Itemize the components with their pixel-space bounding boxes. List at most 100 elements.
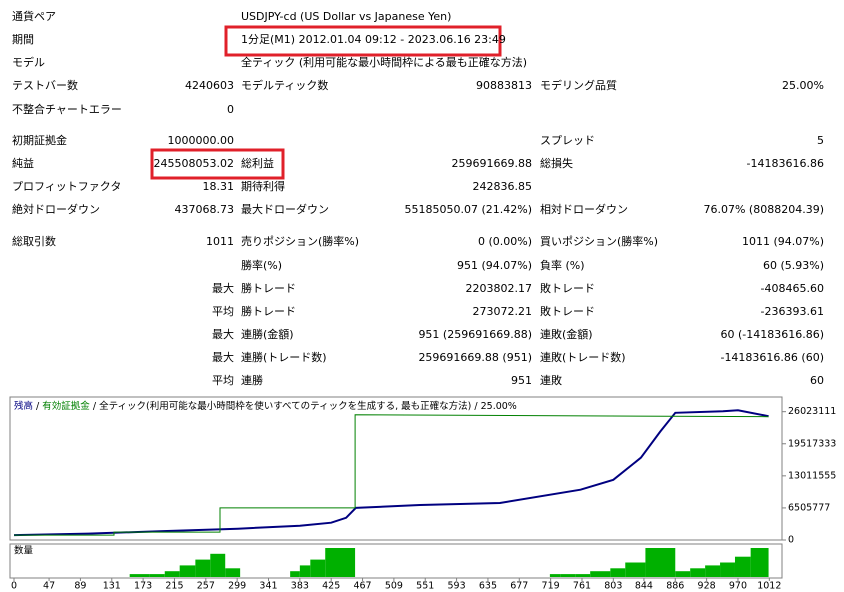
prefix: 平均 (212, 374, 234, 387)
legend-item: 残高 (14, 400, 33, 412)
x-tick-label: 509 (385, 581, 403, 592)
highlight-box (150, 148, 285, 180)
label: スプレッド (540, 134, 595, 147)
label: モデルティック数 (241, 79, 329, 92)
volume-bar (225, 568, 241, 577)
label: 連敗(金額) (540, 328, 593, 341)
value: 5 (817, 134, 824, 147)
value: 18.31 (202, 180, 235, 193)
volume-bar (720, 562, 735, 577)
value: 273072.21 (472, 305, 533, 318)
y-tick-label: 13011555 (788, 470, 836, 481)
label: 総損失 (540, 157, 573, 170)
volume-bar (310, 559, 326, 577)
volume-bar (690, 568, 706, 577)
x-tick-label: 47 (43, 581, 55, 592)
highlight-box (224, 25, 502, 57)
value: 0 (227, 103, 234, 116)
value: 60 (5.93%) (762, 259, 824, 272)
x-tick-label: 635 (479, 581, 497, 592)
value: 90883813 (476, 79, 532, 92)
x-tick-label: 1012 (757, 581, 781, 592)
value: -14183616.86 (746, 157, 824, 170)
x-tick-label: 257 (197, 581, 215, 592)
volume-bar (705, 565, 721, 577)
x-tick-label: 341 (259, 581, 277, 592)
x-tick-label: 803 (604, 581, 622, 592)
x-tick-label: 89 (74, 581, 86, 592)
value: 245508053.02 (153, 157, 234, 170)
value: 76.07% (8088204.39) (703, 203, 824, 216)
volume-bar (325, 548, 356, 577)
volume-bar (210, 553, 226, 577)
value: 951 (259691669.88) (418, 328, 532, 341)
value: 951 (511, 374, 532, 387)
value: 全ティック (利用可能な最小時間枠による最も正確な方法) (241, 56, 528, 69)
volume-bar (149, 574, 165, 577)
plot-frame (9, 396, 783, 541)
x-tick-label: 425 (322, 581, 340, 592)
label: テストバー数 (12, 79, 78, 92)
y-tick-label: 26023111 (788, 406, 836, 417)
value: 259691669.88 (951) (418, 351, 532, 364)
label: 不整合チャートエラー (12, 103, 122, 116)
label: 勝率(%) (241, 259, 283, 272)
volume-bar (750, 548, 769, 577)
value: 2203802.17 (465, 282, 532, 295)
value: 437068.73 (174, 203, 235, 216)
volume-bar (590, 571, 611, 577)
label: モデリング品質 (540, 79, 617, 92)
value: 259691669.88 (451, 157, 532, 170)
volume-bar (734, 556, 751, 577)
label: 通貨ペア (12, 10, 56, 23)
x-tick-label: 970 (729, 581, 747, 592)
value: 951 (94.07%) (456, 259, 532, 272)
label: 総利益 (241, 157, 274, 170)
label: 期間 (12, 33, 34, 46)
label: 勝トレード (241, 305, 296, 318)
x-tick-label: 131 (103, 581, 121, 592)
label: 連勝(トレード数) (241, 351, 327, 364)
x-tick-label: 215 (165, 581, 183, 592)
x-tick-label: 719 (542, 581, 560, 592)
x-tick-label: 593 (448, 581, 466, 592)
x-tick-label: 677 (510, 581, 528, 592)
volume-bar (299, 565, 311, 577)
label: 総取引数 (12, 235, 56, 248)
y-tick-label: 19517333 (788, 438, 836, 449)
x-tick-label: 299 (228, 581, 246, 592)
value: 1分足(M1) 2012.01.04 09:12 - 2023.06.16 23… (241, 33, 506, 46)
label: 連勝(金額) (241, 328, 294, 341)
x-tick-label: 844 (635, 581, 653, 592)
x-tick-label: 928 (698, 581, 716, 592)
legend-item: / (36, 401, 40, 412)
legend-item: 25.00% (481, 401, 517, 412)
legend-item: / (93, 401, 97, 412)
legend-item: 全ティック(利用可能な最小時間枠を使いすべてのティックを生成する, 最も正確な方… (99, 400, 471, 412)
label: モデル (12, 56, 45, 69)
value: 0 (0.00%) (477, 235, 532, 248)
label: 絶対ドローダウン (12, 203, 100, 216)
volume-bar (575, 574, 591, 577)
x-tick-label: 173 (134, 581, 152, 592)
value: 4240603 (185, 79, 234, 92)
label: 最大ドローダウン (241, 203, 329, 216)
prefix: 最大 (212, 328, 234, 341)
series-line (14, 414, 769, 536)
prefix: 平均 (212, 305, 234, 318)
x-tick-label: 886 (666, 581, 684, 592)
value: 60 (-14183616.86) (720, 328, 824, 341)
value: 55185050.07 (21.42%) (404, 203, 532, 216)
volume-bar (164, 571, 180, 577)
legend-item: / (474, 401, 478, 412)
volume-bar (179, 565, 196, 577)
x-tick-label: 761 (573, 581, 591, 592)
value: 242836.85 (472, 180, 533, 193)
value: 25.00% (782, 79, 824, 92)
x-tick-label: 0 (11, 581, 17, 592)
label: 連勝 (241, 374, 263, 387)
volume-bar (560, 574, 576, 577)
label: 期待利得 (241, 180, 285, 193)
